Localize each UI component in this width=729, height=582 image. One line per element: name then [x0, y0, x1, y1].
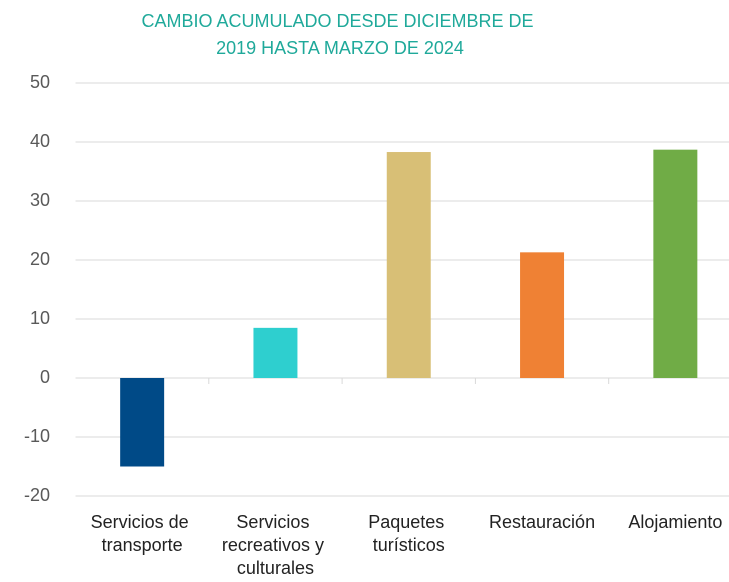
x-tick-label: Restauración [489, 512, 595, 532]
bar [386, 152, 431, 378]
y-tick-label: 30 [30, 190, 50, 210]
bar [253, 327, 298, 378]
bar [520, 252, 565, 378]
y-tick-label: 20 [30, 249, 50, 269]
bar [120, 378, 165, 467]
y-tick-label: 40 [30, 131, 50, 151]
y-tick-label: -20 [24, 485, 50, 505]
x-tick-label: Alojamiento [628, 512, 722, 532]
x-tick-label: Servicios de transporte [91, 512, 194, 555]
x-tick-label: Paquetes turísticos [368, 512, 449, 555]
y-tick-label: 10 [30, 308, 50, 328]
x-tick-label: Servicios recreativos y culturales [222, 512, 329, 578]
y-tick-label: 50 [30, 72, 50, 92]
bar [653, 149, 698, 378]
chart-title: CAMBIO ACUMULADO DESDE DICIEMBRE DE 2019… [141, 11, 538, 58]
y-tick-label: -10 [24, 426, 50, 446]
y-tick-label: 0 [40, 367, 50, 387]
